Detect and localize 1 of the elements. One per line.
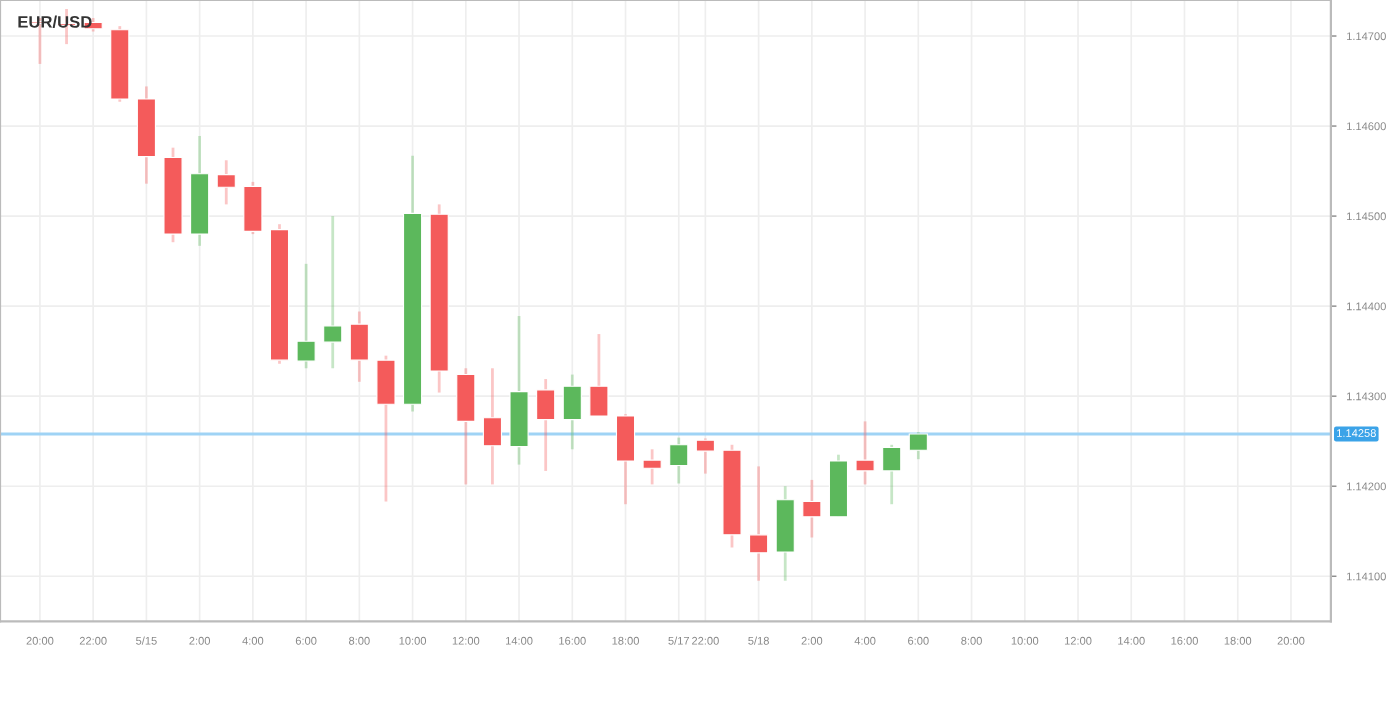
text: EUR/USD	[18, 15, 92, 28]
